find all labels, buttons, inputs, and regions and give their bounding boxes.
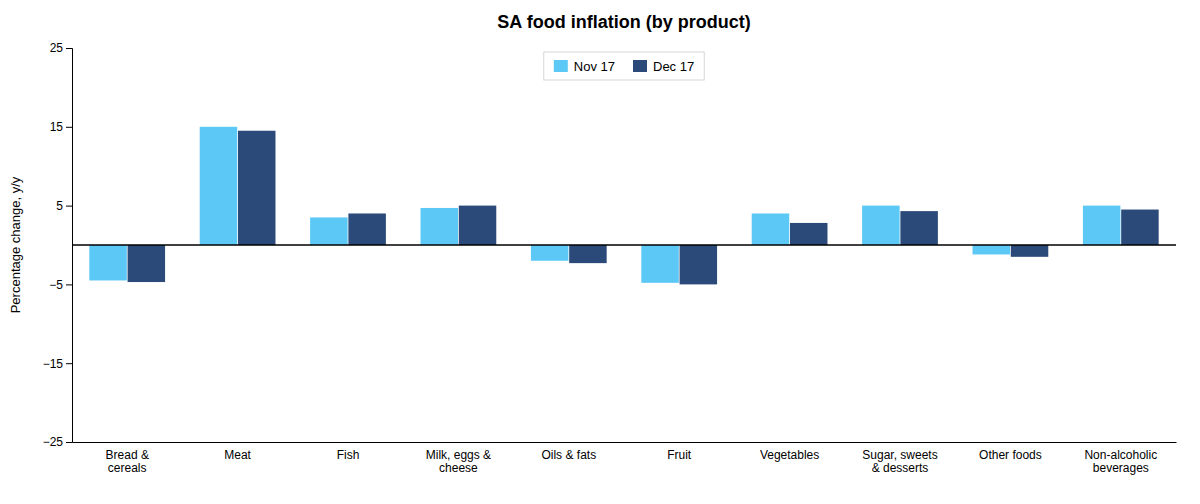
x-tick-label: Bread &cereals: [106, 448, 149, 476]
x-axis: Bread &cereals Meat Fish Milk, eggs &cheese…: [73, 443, 1177, 476]
x-tick-label: Sugar, sweets& desserts: [862, 448, 937, 476]
bar: [200, 127, 237, 245]
y-tick-mark: [66, 206, 72, 207]
legend-label: Nov 17: [574, 59, 615, 74]
x-tick-label-line: Other foods: [979, 448, 1042, 462]
x-tick-label-line: Meat: [224, 448, 251, 462]
x-tick-label: Fish: [337, 448, 360, 462]
bar: [569, 245, 606, 263]
y-axis-line: [66, 49, 73, 443]
x-tick-label-line: Fruit: [667, 448, 692, 462]
zero-line: [72, 244, 1176, 246]
x-tick: Vegetables: [760, 448, 819, 462]
bar: [310, 217, 347, 245]
bar: [862, 206, 899, 245]
x-tick: Milk, eggs &cheese: [426, 448, 491, 476]
bars: [89, 127, 1158, 285]
y-tick: 15: [50, 120, 72, 134]
x-tick-label-line: Bread &: [106, 448, 149, 462]
legend-label: Dec 17: [653, 59, 694, 74]
y-tick-label: 15: [50, 120, 64, 134]
title: SA food inflation (by product): [497, 12, 750, 32]
x-tick-label-line: Vegetables: [760, 448, 819, 462]
x-tick: Oils & fats: [541, 448, 596, 462]
legend: Nov 17 Dec 17: [544, 52, 704, 80]
bar: [421, 208, 458, 245]
y-tick-label: −15: [43, 357, 64, 371]
bar: [680, 245, 717, 284]
series: [89, 127, 1120, 283]
x-tick-label: Vegetables: [760, 448, 819, 462]
series: [128, 131, 1159, 285]
x-tick-label-line: Milk, eggs &: [426, 448, 491, 462]
y-tick-mark: [66, 363, 72, 364]
bar: [641, 245, 678, 283]
x-tick-label-line: cheese: [439, 461, 478, 475]
bar: [238, 131, 275, 245]
bar: [1083, 206, 1120, 245]
y-tick: 25: [50, 41, 72, 55]
bar: [348, 213, 385, 245]
x-tick: Meat: [224, 448, 251, 462]
bar: [1011, 245, 1048, 257]
y-tick-mark: [66, 127, 72, 128]
x-tick-label: Non-alcoholicbeverages: [1084, 448, 1157, 476]
x-tick: Other foods: [979, 448, 1042, 462]
y-axis: −25 −15 −5 5 15 25: [43, 41, 73, 449]
y-tick: 5: [56, 199, 72, 213]
bar: [752, 213, 789, 245]
x-tick-label-line: Oils & fats: [541, 448, 596, 462]
x-tick-label-line: & desserts: [872, 461, 929, 475]
y-tick-label: −25: [43, 435, 64, 449]
y-tick: −5: [49, 278, 72, 292]
x-tick-label: Other foods: [979, 448, 1042, 462]
bar: [531, 245, 568, 261]
x-tick: Sugar, sweets& desserts: [862, 448, 937, 476]
x-tick-label: Fruit: [667, 448, 692, 462]
y-tick-mark: [66, 48, 72, 49]
legend-frame: [544, 52, 704, 80]
y-tick: −15: [43, 357, 72, 371]
bar: [973, 245, 1010, 254]
x-tick-label-line: cereals: [108, 461, 147, 475]
y-tick-label: 25: [50, 41, 64, 55]
x-tick-label-line: Sugar, sweets: [862, 448, 937, 462]
x-tick-label: Milk, eggs &cheese: [426, 448, 491, 476]
x-tick-label: Oils & fats: [541, 448, 596, 462]
y-tick: −25: [43, 435, 72, 449]
x-tick: Bread &cereals: [106, 448, 149, 476]
x-tick-label-line: beverages: [1093, 461, 1149, 475]
y-axis-title: Percentage change, y/y: [8, 176, 23, 313]
legend-item: Nov 17: [554, 59, 615, 74]
y-tick-mark: [66, 442, 72, 443]
legend-swatch: [633, 60, 647, 72]
x-tick-label: Meat: [224, 448, 251, 462]
bar: [900, 211, 937, 245]
chart: −25 −15 −5 5 15 25 Bread &cereals Meat Fish Milk,…: [0, 0, 1200, 504]
x-tick-label-line: Non-alcoholic: [1084, 448, 1157, 462]
x-tick: Non-alcoholicbeverages: [1084, 448, 1157, 476]
bar: [128, 245, 165, 282]
x-tick: Fish: [337, 448, 360, 462]
bar: [1121, 210, 1158, 245]
bar: [89, 245, 126, 280]
x-axis-line: [73, 442, 1177, 443]
y-tick-label: −5: [49, 278, 63, 292]
y-tick-mark: [66, 284, 72, 285]
x-tick: Fruit: [667, 448, 692, 462]
legend-item: Dec 17: [633, 59, 694, 74]
x-tick-label-line: Fish: [337, 448, 360, 462]
legend-swatch: [554, 60, 568, 72]
y-tick-label: 5: [56, 199, 63, 213]
plot: −25 −15 −5 5 15 25 Bread &cereals Meat Fish Milk,…: [43, 41, 1177, 475]
bar: [459, 206, 496, 245]
bar: [790, 223, 827, 245]
